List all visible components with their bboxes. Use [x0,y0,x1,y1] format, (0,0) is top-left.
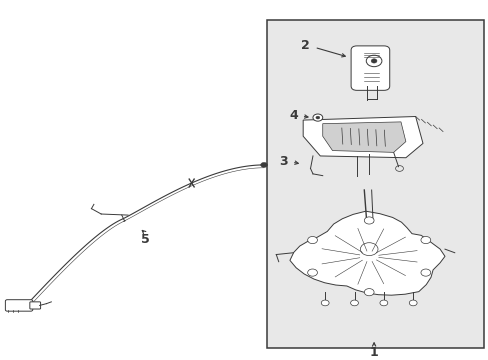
Circle shape [315,116,319,119]
Polygon shape [303,117,422,158]
Circle shape [364,289,373,296]
Circle shape [370,59,376,63]
Text: 4: 4 [288,109,297,122]
Circle shape [350,300,358,306]
FancyBboxPatch shape [30,302,41,309]
Text: 3: 3 [279,155,287,168]
Circle shape [420,237,430,244]
Circle shape [364,217,373,224]
Circle shape [307,269,317,276]
Circle shape [307,237,317,244]
FancyBboxPatch shape [5,300,33,311]
Polygon shape [289,211,444,295]
Circle shape [420,269,430,276]
Text: 5: 5 [141,233,150,246]
Circle shape [260,162,267,167]
Text: 1: 1 [369,346,378,359]
Bar [266,20,483,348]
Polygon shape [322,122,405,152]
Circle shape [312,114,322,121]
Circle shape [379,300,387,306]
FancyBboxPatch shape [350,46,389,90]
Circle shape [408,300,416,306]
Circle shape [321,300,328,306]
Text: 2: 2 [301,39,309,52]
